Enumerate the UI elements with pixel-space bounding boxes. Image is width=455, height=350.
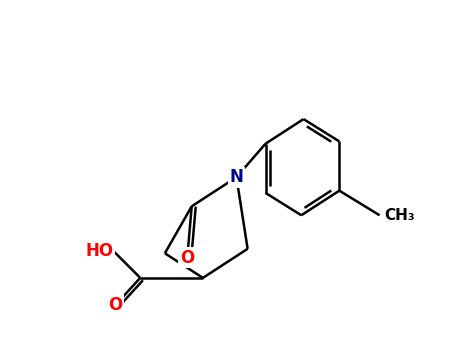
Text: O: O bbox=[180, 249, 194, 267]
Text: CH₃: CH₃ bbox=[384, 208, 415, 223]
Text: HO: HO bbox=[85, 242, 113, 260]
Text: N: N bbox=[229, 168, 243, 186]
Text: O: O bbox=[109, 296, 123, 314]
